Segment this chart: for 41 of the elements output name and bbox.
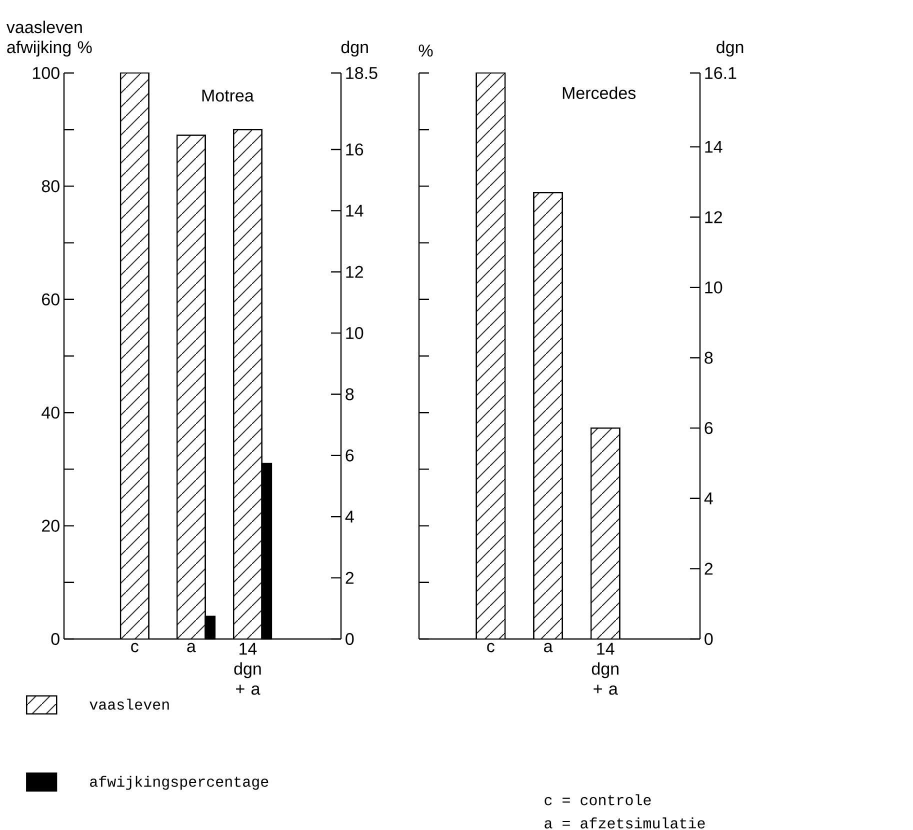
y2-tick-label: 8 (346, 388, 354, 400)
y2-tick-label: 12 (705, 211, 722, 224)
y-tick-label: 60 (42, 293, 60, 306)
y2-tick-label: 18.5 (346, 66, 378, 80)
text: c = controle (544, 794, 651, 806)
y-tick-label: 0 (51, 632, 60, 646)
y-axis-title: % (418, 44, 433, 57)
y2-tick-label: 2 (704, 562, 713, 575)
y2-tick-label: 4 (345, 510, 354, 522)
x-tick-label: c (487, 642, 494, 652)
y-tick-label: 40 (42, 406, 60, 419)
y2-tick-label: 16.1 (705, 66, 736, 80)
text: Motrea (202, 90, 254, 102)
y2-tick-label: 14 (346, 204, 364, 217)
y2-tick-label: 4 (704, 492, 713, 504)
y2-tick-label: 2 (346, 572, 354, 584)
text: a = afzetsimulatie (544, 817, 705, 828)
x-tick-label: c (131, 642, 138, 652)
y2-tick-label: 0 (704, 632, 713, 646)
y-axis-title: vaasleven afwijking % (6, 20, 92, 57)
x-tick-label: 14 dgn + a (234, 642, 261, 695)
y2-tick-label: 6 (704, 422, 713, 434)
y-tick-label: 80 (42, 180, 60, 192)
y-tick-label: 100 (33, 66, 60, 80)
y-tick-label: 20 (42, 520, 60, 532)
y2-tick-label: 10 (705, 281, 722, 294)
text: Mercedes (562, 86, 636, 100)
y2-tick-label: 12 (346, 266, 363, 278)
y2-axis-title: dgn (716, 40, 744, 57)
legend-label: afwijkingspercentage (90, 776, 268, 790)
y2-tick-label: 16 (346, 143, 364, 156)
legend-label: vaasleven (90, 698, 169, 710)
y2-tick-label: 8 (704, 352, 713, 364)
y2-axis-title: dgn (341, 40, 368, 57)
x-tick-label: a (187, 642, 196, 652)
y2-tick-label: 0 (346, 632, 354, 646)
x-tick-label: a (544, 642, 553, 652)
y2-tick-label: 6 (346, 449, 354, 462)
x-tick-label: 14 dgn + a (592, 642, 618, 695)
y2-tick-label: 10 (346, 327, 364, 340)
y2-tick-label: 14 (705, 140, 722, 153)
